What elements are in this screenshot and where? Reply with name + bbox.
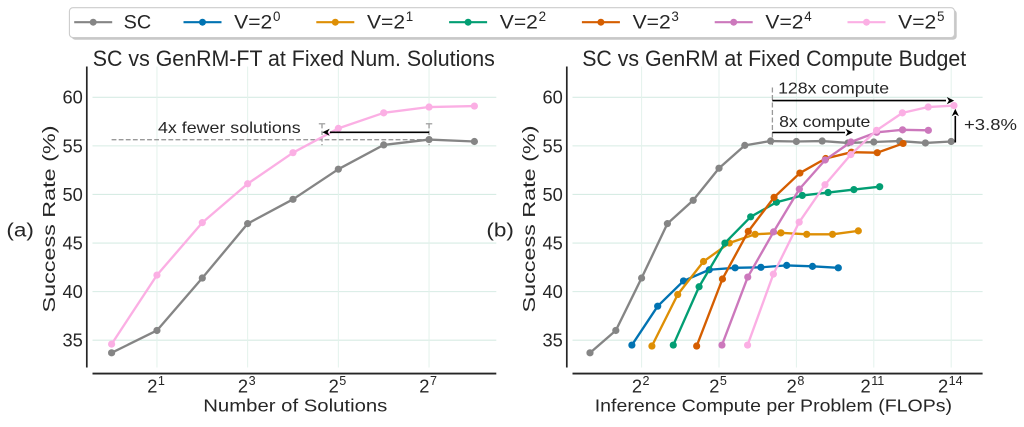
svg-text:2: 2 bbox=[643, 374, 650, 388]
svg-text:11: 11 bbox=[871, 374, 884, 388]
svg-text:V=2: V=2 bbox=[367, 12, 405, 33]
svg-text:Inference Compute per Problem: Inference Compute per Problem (FLOPs) bbox=[595, 396, 952, 416]
svg-text:V=2: V=2 bbox=[765, 12, 803, 33]
svg-text:55: 55 bbox=[62, 135, 82, 156]
svg-text:Success Rate (%): Success Rate (%) bbox=[519, 126, 539, 313]
svg-text:4: 4 bbox=[804, 9, 812, 24]
svg-text:SC: SC bbox=[124, 12, 152, 33]
svg-text:(b): (b) bbox=[486, 219, 514, 241]
svg-text:55: 55 bbox=[542, 135, 562, 156]
svg-text:2: 2 bbox=[938, 376, 948, 397]
svg-text:128x compute: 128x compute bbox=[778, 80, 889, 97]
svg-text:14: 14 bbox=[949, 374, 963, 388]
svg-text:V=2: V=2 bbox=[633, 12, 671, 33]
svg-text:2: 2 bbox=[861, 376, 871, 397]
svg-text:+3.8%: +3.8% bbox=[964, 117, 1017, 134]
svg-text:50: 50 bbox=[542, 184, 562, 205]
svg-text:V=2: V=2 bbox=[898, 12, 936, 33]
svg-text:1: 1 bbox=[158, 374, 165, 388]
svg-text:5: 5 bbox=[720, 374, 727, 388]
svg-text:2: 2 bbox=[787, 376, 797, 397]
svg-text:40: 40 bbox=[62, 281, 82, 302]
svg-text:3: 3 bbox=[671, 9, 678, 24]
svg-text:35: 35 bbox=[62, 330, 82, 351]
svg-text:V=2: V=2 bbox=[500, 12, 538, 33]
svg-text:4x fewer solutions: 4x fewer solutions bbox=[158, 120, 301, 137]
svg-text:Number of Solutions: Number of Solutions bbox=[203, 396, 387, 416]
svg-text:SC vs GenRM-FT at Fixed Num. S: SC vs GenRM-FT at Fixed Num. Solutions bbox=[93, 46, 495, 71]
svg-text:5: 5 bbox=[937, 9, 944, 24]
svg-text:0: 0 bbox=[273, 9, 280, 24]
svg-text:1: 1 bbox=[406, 9, 413, 24]
svg-text:8: 8 bbox=[797, 374, 804, 388]
svg-text:50: 50 bbox=[62, 184, 82, 205]
svg-text:SC vs GenRM at Fixed Compute B: SC vs GenRM at Fixed Compute Budget bbox=[582, 46, 966, 71]
svg-text:2: 2 bbox=[632, 376, 642, 397]
svg-text:45: 45 bbox=[542, 232, 562, 253]
svg-text:2: 2 bbox=[419, 376, 429, 397]
svg-text:8x compute: 8x compute bbox=[779, 114, 871, 131]
svg-text:60: 60 bbox=[542, 87, 562, 108]
svg-text:2: 2 bbox=[539, 9, 546, 24]
svg-text:V=2: V=2 bbox=[234, 12, 272, 33]
svg-text:2: 2 bbox=[709, 376, 719, 397]
svg-text:Success Rate (%): Success Rate (%) bbox=[39, 126, 59, 313]
svg-text:35: 35 bbox=[542, 330, 562, 351]
svg-text:2: 2 bbox=[147, 376, 157, 397]
svg-text:60: 60 bbox=[62, 87, 82, 108]
svg-text:2: 2 bbox=[329, 376, 339, 397]
svg-text:45: 45 bbox=[62, 232, 82, 253]
svg-text:7: 7 bbox=[430, 374, 437, 388]
svg-text:40: 40 bbox=[542, 281, 562, 302]
svg-text:3: 3 bbox=[249, 374, 256, 388]
svg-text:2: 2 bbox=[238, 376, 248, 397]
svg-text:(a): (a) bbox=[6, 219, 34, 241]
svg-text:5: 5 bbox=[339, 374, 346, 388]
